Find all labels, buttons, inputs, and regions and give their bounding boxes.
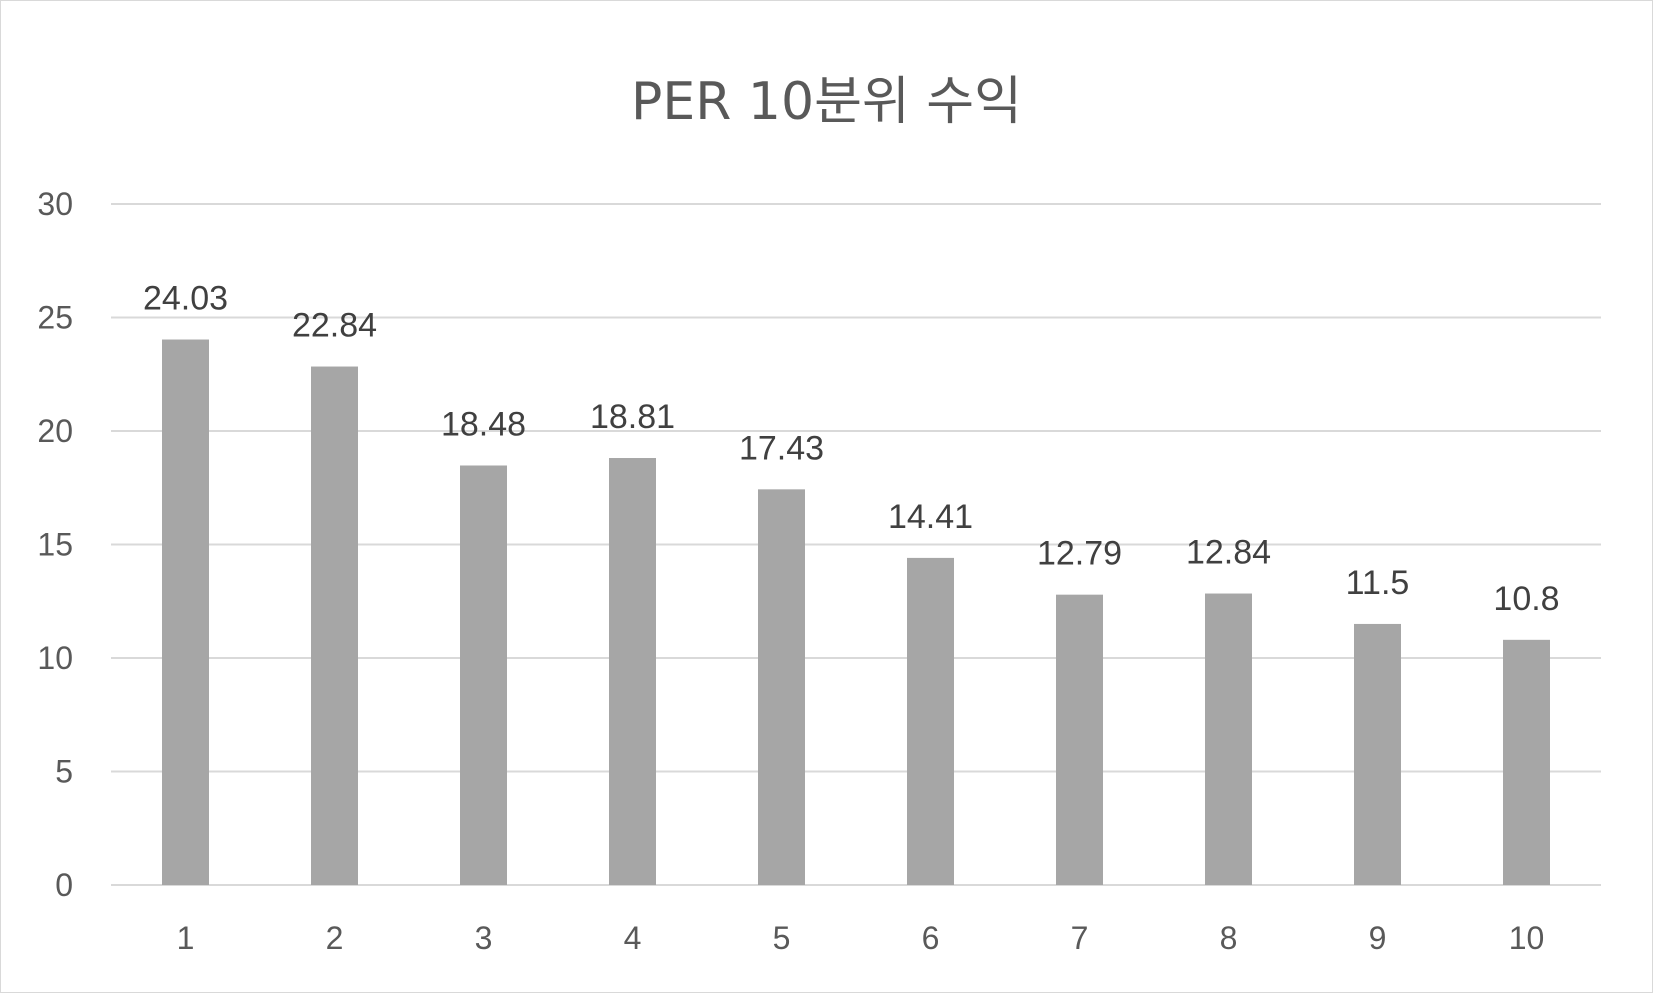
- data-label: 18.48: [441, 406, 526, 444]
- x-tick-label: 3: [475, 920, 493, 956]
- y-tick-label: 10: [37, 640, 73, 676]
- data-label: 14.41: [888, 498, 973, 536]
- bar-8: [1205, 593, 1252, 885]
- y-tick-label: 30: [37, 186, 73, 222]
- data-label: 12.84: [1186, 534, 1271, 572]
- x-axis-ticks: 1 2 3 4 5 6 7 8 9 10: [177, 920, 1545, 956]
- x-tick-label: 8: [1220, 920, 1238, 956]
- y-tick-label: 20: [37, 413, 73, 449]
- bar-4: [609, 458, 656, 885]
- bar-9: [1354, 623, 1401, 885]
- bar-3: [460, 465, 507, 885]
- bar-6: [907, 557, 954, 885]
- data-label: 22.84: [292, 307, 377, 345]
- x-tick-label: 7: [1071, 920, 1089, 956]
- y-tick-label: 25: [37, 300, 73, 336]
- bar-2: [311, 366, 358, 886]
- chart-title: PER 10분위 수익: [631, 72, 1022, 132]
- x-tick-label: 4: [624, 920, 642, 956]
- bar-10: [1503, 639, 1550, 885]
- data-label: 11.5: [1346, 564, 1410, 602]
- data-labels: 24.03 22.84 18.48 18.81 17.43 14.41 12.79 12.84…: [143, 280, 1560, 618]
- bar-5: [758, 489, 805, 885]
- y-axis-ticks: 0 5 10 15 20 25 30: [37, 186, 73, 903]
- x-tick-label: 9: [1369, 920, 1387, 956]
- data-label: 24.03: [143, 280, 228, 318]
- gridlines: [111, 203, 1601, 886]
- y-tick-label: 5: [55, 754, 73, 790]
- bar-1: [162, 339, 209, 885]
- data-label: 12.79: [1037, 535, 1122, 573]
- bar-7: [1056, 594, 1103, 885]
- y-tick-label: 0: [55, 867, 73, 903]
- x-tick-label: 5: [773, 920, 791, 956]
- bars: [162, 339, 1550, 886]
- data-label: 10.8: [1493, 580, 1559, 618]
- x-tick-label: 6: [922, 920, 940, 956]
- x-tick-label: 2: [326, 920, 344, 956]
- x-tick-label: 10: [1509, 920, 1545, 956]
- x-tick-label: 1: [177, 920, 195, 956]
- y-tick-label: 15: [37, 527, 73, 563]
- data-label: 17.43: [739, 429, 824, 467]
- data-label: 18.81: [590, 398, 675, 436]
